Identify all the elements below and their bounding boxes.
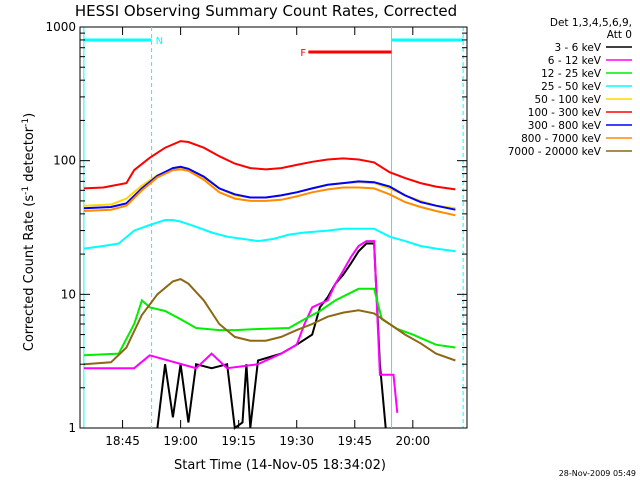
legend-label-2: 12 - 25 keV	[541, 68, 602, 80]
legend-label-0: 3 - 6 keV	[554, 42, 601, 54]
x-axis-label: Start Time (14-Nov-05 18:34:02)	[174, 458, 386, 473]
x-tick-label-5: 20:00	[396, 434, 431, 448]
legend-label-7: 800 - 7000 keV	[521, 133, 602, 145]
x-tick-label-0: 18:45	[105, 434, 140, 448]
legend-header-0: Det 1,3,4,5,6,9,	[550, 17, 632, 29]
plot-frame	[79, 26, 468, 429]
x-tick-label-3: 19:30	[279, 434, 314, 448]
plot-area: NF	[79, 26, 468, 430]
y-axis-label-end: )	[22, 113, 37, 118]
legend-label-4: 50 - 100 keV	[534, 94, 601, 106]
legend-label-5: 100 - 300 keV	[528, 107, 602, 119]
series-line-0	[156, 242, 387, 430]
y-tick-label-3: 1000	[45, 20, 76, 34]
y-tick-label-1: 10	[61, 287, 76, 301]
axis-ticks: 18:45 19:00 19:15 19:30 19:45 20:00 1 10 100 1000	[45, 20, 467, 448]
y-axis-label-sup1: -1	[21, 186, 31, 195]
series-line-7	[83, 168, 456, 217]
series-line-8	[83, 278, 456, 366]
x-tick-label-2: 19:15	[221, 434, 256, 448]
legend-header-1: Att 0	[607, 29, 632, 41]
y-axis-label-mid: detector	[22, 126, 37, 186]
y-axis-label-main: Corrected Count Rate (s	[22, 195, 37, 352]
y-tick-label-0: 1	[68, 421, 76, 435]
y-axis-label: Corrected Count Rate (s-1 detector-1)	[21, 113, 37, 351]
annotation-label-0: N	[156, 36, 163, 47]
legend-label-1: 6 - 12 keV	[548, 55, 602, 67]
legend-label-6: 300 - 800 keV	[528, 120, 602, 132]
series-line-6	[83, 165, 456, 211]
chart-title: HESSI Observing Summary Count Rates, Cor…	[75, 2, 457, 20]
series-line-1	[83, 240, 399, 413]
annotation-label-1: F	[300, 48, 306, 59]
legend-label-8: 7000 - 20000 keV	[508, 146, 602, 158]
series-line-5	[83, 140, 456, 191]
footer-timestamp: 28-Nov-2009 05:49	[559, 469, 636, 478]
x-tick-label-1: 19:00	[163, 434, 198, 448]
legend-label-3: 25 - 50 keV	[541, 81, 602, 93]
series-line-3	[83, 219, 456, 253]
x-tick-label-4: 19:45	[337, 434, 372, 448]
y-axis-label-sup2: -1	[21, 118, 31, 127]
y-tick-label-2: 100	[53, 154, 76, 168]
series-line-4	[83, 167, 456, 210]
